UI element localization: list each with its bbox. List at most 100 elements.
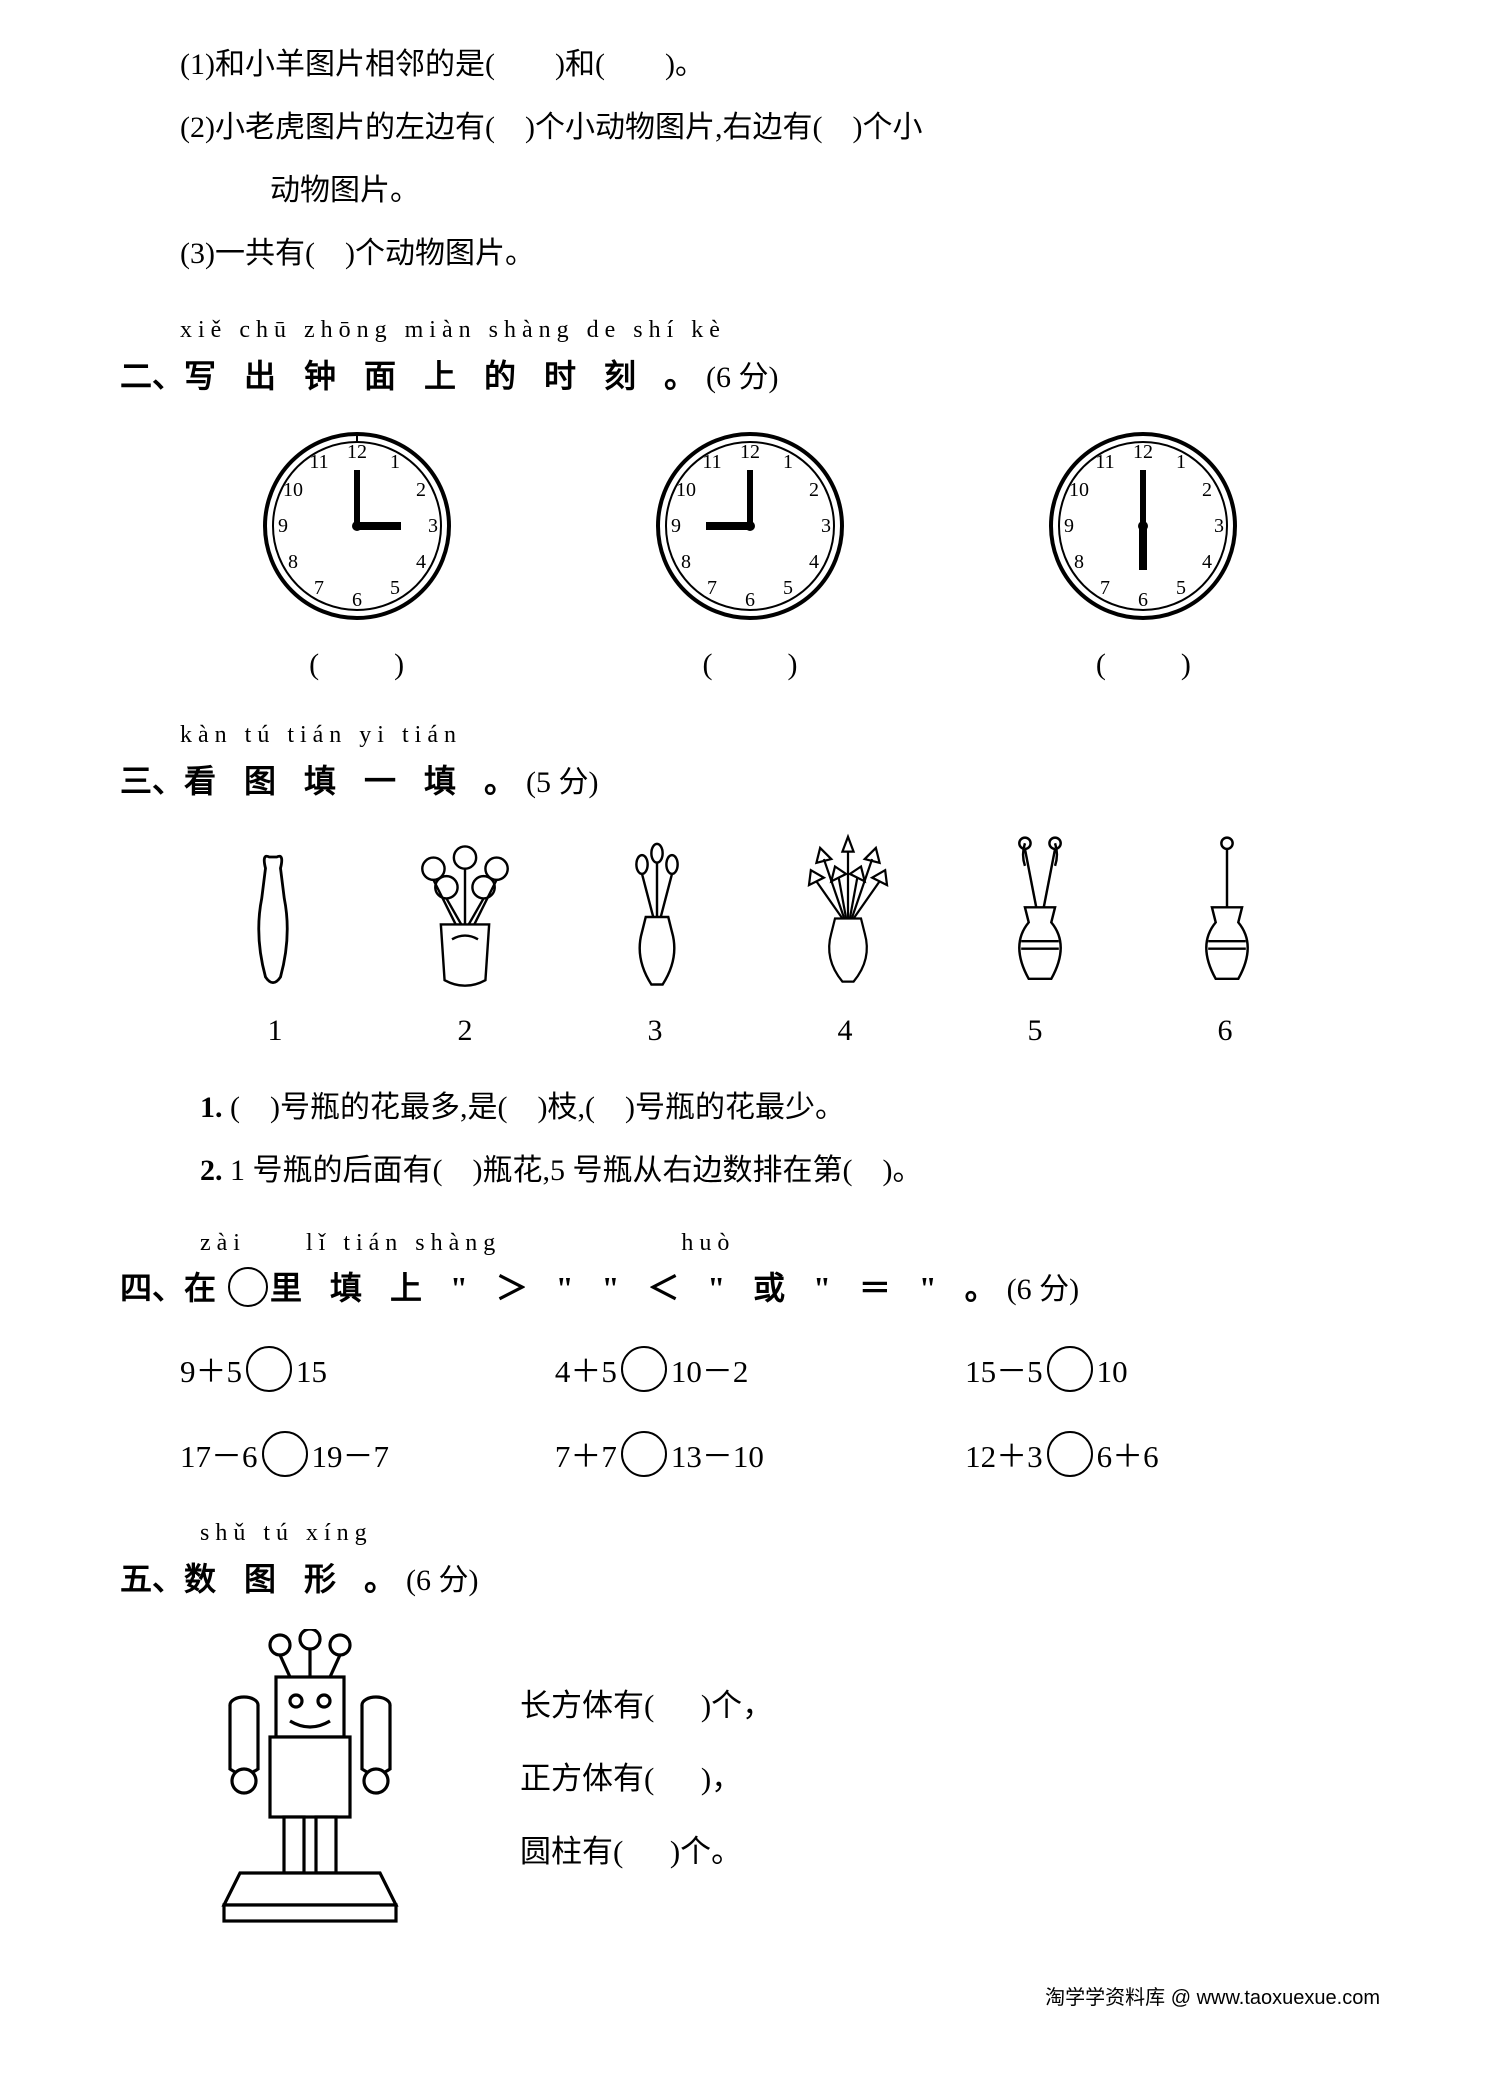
text: 四、 [120,1270,184,1306]
svg-text:4: 4 [1202,551,1212,573]
svg-text:5: 5 [1176,577,1186,599]
circle-icon [228,1267,268,1307]
svg-text:12: 12 [740,441,760,463]
vase-label: 1 [195,1002,355,1059]
text: 在 [184,1270,226,1306]
circle-blank-icon [621,1431,667,1477]
vase-label: 5 [955,1002,1115,1059]
svg-text:2: 2 [416,479,426,501]
svg-text:1: 1 [783,451,793,473]
svg-text:2: 2 [1202,479,1212,501]
s3-title: 三、看 图 填 一 填 。(5 分) [120,751,1380,812]
shape-row: 长方体有( )个， 正方体有( )， 圆柱有( )个。 [180,1629,1320,1929]
vase-labels: 1 2 3 4 5 6 [180,1002,1320,1059]
vase-icon [783,832,913,992]
svg-text:10: 10 [676,479,696,501]
robot-icon [180,1629,440,1929]
s3-q2: 2. 1 号瓶的后面有( )瓶花,5 号瓶从右边数排在第( )。 [120,1142,1380,1199]
svg-text:1: 1 [390,451,400,473]
text: 数 图 形 。 [184,1561,406,1597]
vase-label: 4 [765,1002,925,1059]
shape-questions: 长方体有( )个， 正方体有( )， 圆柱有( )个。 [520,1663,773,1896]
text: (1)和小羊图片相邻的是( [180,48,495,81]
text: )个动物图片。 [345,237,535,270]
svg-text:4: 4 [416,551,426,573]
q1-line2b: 动物图片。 [120,162,1380,219]
text: 写 出 钟 面 上 的 时 刻 。 [184,358,706,394]
svg-text:5: 5 [783,577,793,599]
blank: ( ) [309,636,404,693]
text: 动物图片。 [270,174,420,207]
s4-title: 四、在 里 填 上 " ＞ " " ＜ " 或 " ＝ " 。(6 分) [120,1258,1380,1319]
q1-line2: (2)小老虎图片的左边有( )个小动物图片,右边有( )个小 [120,99,1380,156]
clock-icon: 1212 345 678 91011 [257,426,457,626]
clock-icon: 1212 345 678 91011 [650,426,850,626]
q1-line3: (3)一共有( )个动物图片。 [120,225,1380,282]
equation: 4＋510－2 [555,1343,945,1402]
svg-text:8: 8 [681,551,691,573]
svg-text:3: 3 [1214,515,1224,537]
s5-title: 五、数 图 形 。(6 分) [120,1549,1380,1610]
vase-row [180,832,1320,992]
points: (5 分) [526,766,598,799]
num: 1. [200,1091,223,1124]
vase-icon [980,832,1100,992]
svg-text:10: 10 [1069,479,1089,501]
text: 五、 [120,1561,184,1597]
clock-icon: 1212 345 678 91011 [1043,426,1243,626]
text: (2)小老虎图片的左边有( [180,111,495,144]
vase-label: 6 [1145,1002,1305,1059]
svg-text:4: 4 [809,551,819,573]
circle-blank-icon [1047,1346,1093,1392]
text: (3)一共有( [180,237,315,270]
q-cuboid: 长方体有( )个， [520,1677,773,1736]
vase-icon [597,842,717,992]
clock-blanks: ( ) ( ) ( ) [160,636,1340,693]
svg-text:12: 12 [1133,441,1153,463]
text: )和( [555,48,605,81]
num: 2. [200,1154,223,1187]
svg-text:9: 9 [278,515,288,537]
text: )个小动物图片,右边有( [525,111,822,144]
svg-text:7: 7 [707,577,717,599]
blank: ( ) [1096,636,1191,693]
svg-text:7: 7 [1100,577,1110,599]
q1-line1: (1)和小羊图片相邻的是( )和( )。 [120,36,1380,93]
svg-text:11: 11 [309,451,328,473]
svg-text:9: 9 [671,515,681,537]
svg-text:10: 10 [283,479,303,501]
circle-blank-icon [262,1431,308,1477]
svg-text:9: 9 [1064,515,1074,537]
points: (6 分) [706,361,778,394]
blank: ( ) [702,636,797,693]
circle-blank-icon [246,1346,292,1392]
text: 看 图 填 一 填 。 [184,763,526,799]
svg-text:6: 6 [745,589,755,611]
svg-text:11: 11 [1096,451,1115,473]
svg-text:7: 7 [314,577,324,599]
vase-icon [1167,832,1287,992]
equation: 15－510 [965,1343,1320,1402]
svg-text:12: 12 [347,441,367,463]
q-cube: 正方体有( )， [520,1750,773,1809]
svg-text:11: 11 [702,451,721,473]
text: 三、 [120,763,184,799]
points: (6 分) [406,1564,478,1597]
svg-text:6: 6 [1138,589,1148,611]
vase-label: 3 [575,1002,735,1059]
s3-q1: 1. ( )号瓶的花最多,是( )枝,( )号瓶的花最少。 [120,1079,1380,1136]
q-cylinder: 圆柱有( )个。 [520,1823,773,1882]
text: 里 填 上 " ＞ " " ＜ " 或 " ＝ " 。 [270,1270,1007,1306]
svg-text:2: 2 [809,479,819,501]
svg-text:3: 3 [821,515,831,537]
equation: 17－619－7 [180,1428,535,1487]
footer-text: 淘学学资料库 @ www.taoxuexue.com [120,1979,1380,2017]
text: )个小 [852,111,922,144]
svg-text:1: 1 [1176,451,1186,473]
svg-text:6: 6 [352,589,362,611]
svg-text:3: 3 [428,515,438,537]
svg-text:8: 8 [1074,551,1084,573]
equation: 7＋713－10 [555,1428,945,1487]
equation: 9＋515 [180,1343,535,1402]
points: (6 分) [1007,1273,1079,1306]
